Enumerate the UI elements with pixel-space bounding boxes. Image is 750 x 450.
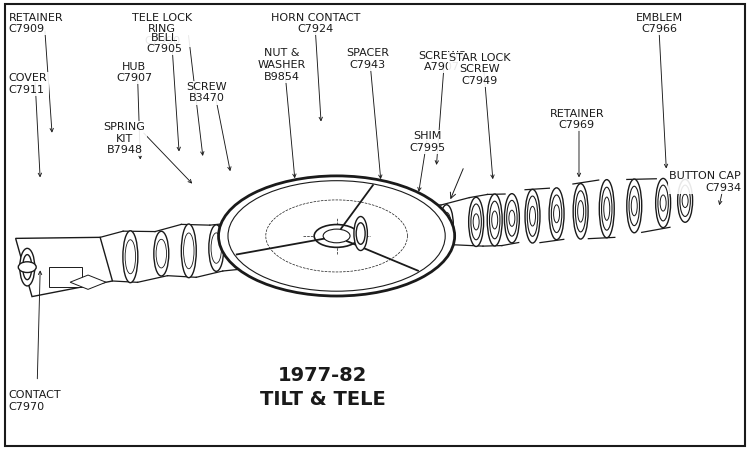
Text: CONTACT
C7970: CONTACT C7970: [9, 391, 62, 412]
Ellipse shape: [680, 185, 690, 216]
Polygon shape: [16, 237, 112, 297]
Ellipse shape: [392, 208, 405, 251]
Ellipse shape: [228, 181, 446, 291]
Text: RETAINER
C7969: RETAINER C7969: [550, 109, 604, 130]
Ellipse shape: [295, 224, 305, 255]
Ellipse shape: [440, 205, 453, 245]
Ellipse shape: [549, 188, 564, 240]
Ellipse shape: [218, 176, 454, 296]
Ellipse shape: [604, 197, 610, 220]
Text: COVER
C7911: COVER C7911: [9, 73, 47, 94]
Text: SPRING
KIT
B7948: SPRING KIT B7948: [104, 122, 146, 155]
Ellipse shape: [578, 201, 584, 222]
Ellipse shape: [408, 216, 417, 240]
Ellipse shape: [488, 194, 502, 246]
Text: STAR LOCK
SCREW
C7949: STAR LOCK SCREW C7949: [448, 53, 510, 86]
Ellipse shape: [469, 197, 484, 247]
Text: BELL
C7905: BELL C7905: [146, 33, 182, 54]
Ellipse shape: [507, 200, 517, 236]
Ellipse shape: [627, 179, 642, 233]
Text: SCREWS
A7907: SCREWS A7907: [419, 50, 466, 72]
Text: NUT &
WASHER
B9854: NUT & WASHER B9854: [257, 48, 306, 81]
Ellipse shape: [258, 231, 268, 256]
Ellipse shape: [184, 233, 194, 269]
Ellipse shape: [505, 194, 519, 243]
Ellipse shape: [602, 187, 612, 230]
Ellipse shape: [682, 194, 688, 207]
Text: 1977-82: 1977-82: [278, 366, 368, 385]
Ellipse shape: [660, 195, 666, 211]
Ellipse shape: [274, 225, 289, 258]
Text: SHIM
C7995: SHIM C7995: [410, 131, 446, 153]
Text: TELE LOCK
RING
C7990: TELE LOCK RING C7990: [132, 13, 192, 46]
Ellipse shape: [490, 201, 500, 239]
Circle shape: [18, 262, 36, 273]
Ellipse shape: [211, 233, 221, 263]
Ellipse shape: [419, 216, 428, 239]
Ellipse shape: [492, 211, 498, 229]
Text: SPACER
C7943: SPACER C7943: [346, 48, 389, 70]
Ellipse shape: [530, 207, 536, 226]
Ellipse shape: [20, 248, 34, 286]
Ellipse shape: [656, 178, 670, 228]
Text: BUTTON CAP
C7934: BUTTON CAP C7934: [670, 171, 741, 193]
Ellipse shape: [323, 229, 350, 243]
Ellipse shape: [356, 223, 365, 244]
Ellipse shape: [374, 212, 388, 252]
Ellipse shape: [629, 186, 640, 225]
Ellipse shape: [22, 255, 32, 279]
Text: HORN CONTACT
C7924: HORN CONTACT C7924: [271, 13, 360, 34]
Ellipse shape: [276, 230, 286, 252]
Ellipse shape: [599, 180, 614, 238]
Text: RETAINER
C7909: RETAINER C7909: [9, 13, 64, 34]
Ellipse shape: [473, 214, 479, 230]
Ellipse shape: [233, 222, 248, 269]
Ellipse shape: [430, 212, 439, 239]
Ellipse shape: [125, 240, 136, 274]
Ellipse shape: [209, 225, 224, 271]
Ellipse shape: [417, 208, 430, 246]
Ellipse shape: [658, 185, 668, 221]
Ellipse shape: [678, 180, 692, 222]
Text: SCREW
B3470: SCREW B3470: [187, 82, 227, 104]
Ellipse shape: [123, 231, 138, 283]
Ellipse shape: [509, 210, 515, 226]
Ellipse shape: [376, 219, 386, 244]
Ellipse shape: [554, 205, 560, 223]
Ellipse shape: [632, 196, 638, 216]
Ellipse shape: [156, 239, 166, 268]
Ellipse shape: [471, 204, 482, 240]
Ellipse shape: [235, 230, 245, 261]
Ellipse shape: [292, 215, 308, 264]
Ellipse shape: [525, 189, 540, 243]
Ellipse shape: [182, 224, 196, 278]
Ellipse shape: [406, 209, 419, 248]
Polygon shape: [49, 267, 82, 287]
Text: HUB
C7907: HUB C7907: [116, 62, 152, 83]
Polygon shape: [70, 275, 106, 289]
Ellipse shape: [527, 196, 538, 236]
Ellipse shape: [551, 195, 562, 233]
Ellipse shape: [575, 191, 586, 232]
FancyBboxPatch shape: [5, 4, 745, 446]
Ellipse shape: [442, 212, 451, 238]
Ellipse shape: [314, 225, 359, 248]
Ellipse shape: [256, 225, 271, 262]
Ellipse shape: [354, 216, 368, 251]
Ellipse shape: [428, 205, 442, 248]
Ellipse shape: [154, 231, 169, 276]
Ellipse shape: [573, 184, 588, 239]
Text: EMBLEM
C7966: EMBLEM C7966: [635, 13, 682, 34]
Ellipse shape: [394, 216, 403, 243]
Text: TILT & TELE: TILT & TELE: [260, 391, 386, 410]
